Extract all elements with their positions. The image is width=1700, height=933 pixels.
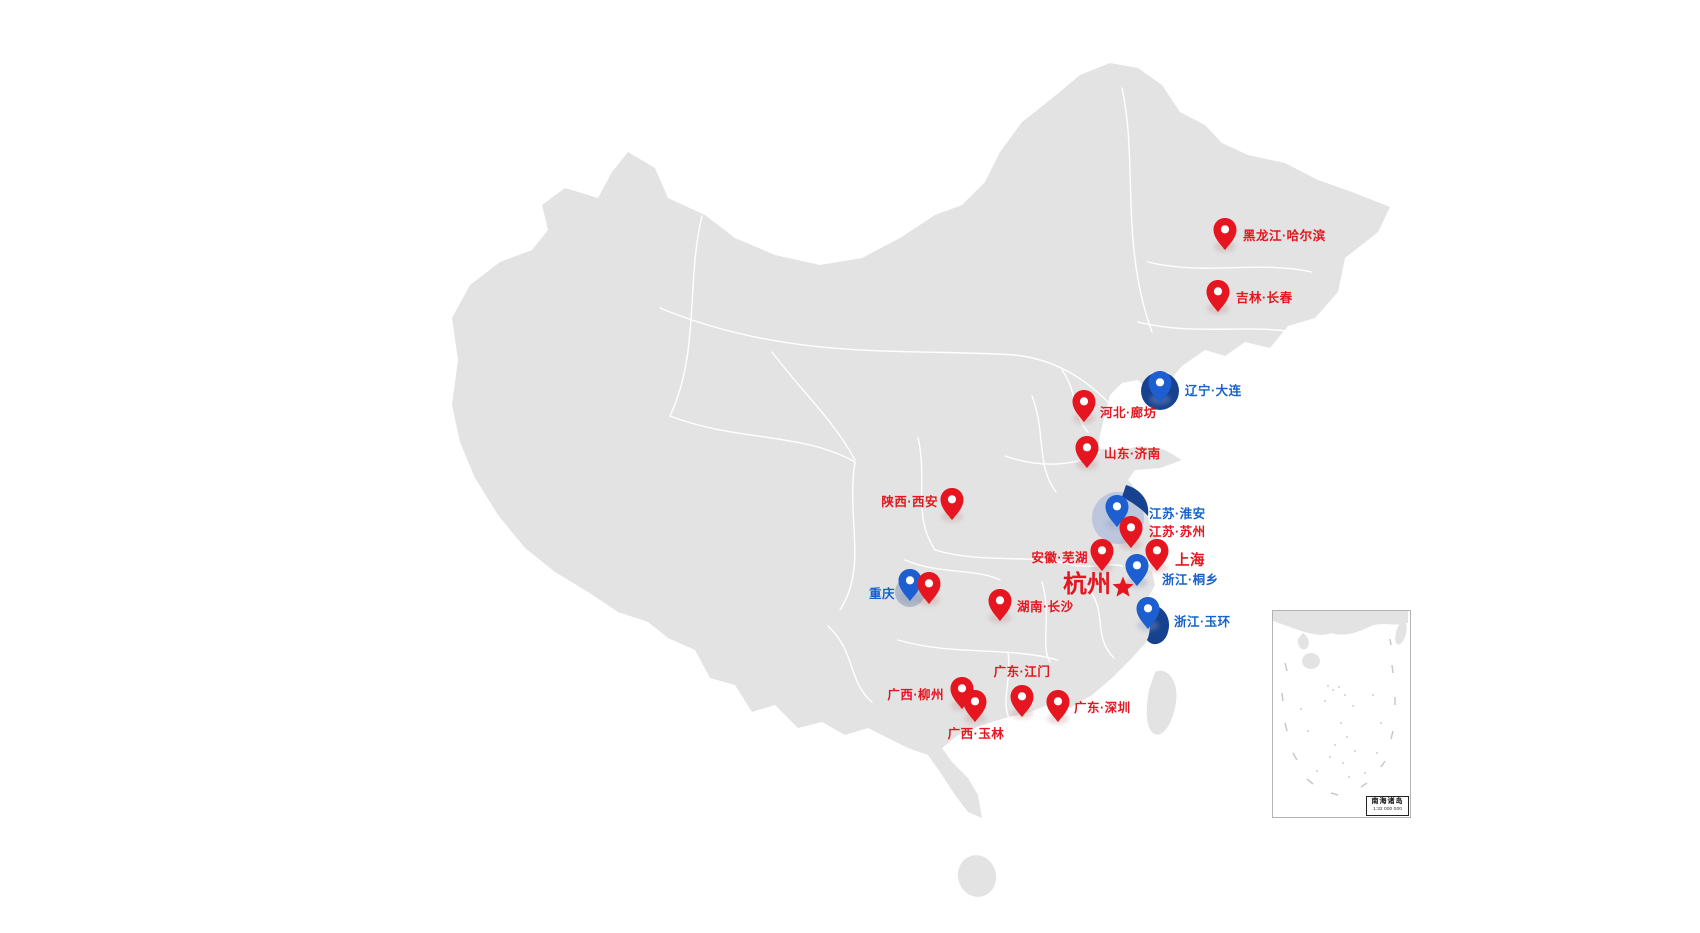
huaian-region-highlight bbox=[1122, 485, 1149, 516]
pin-label-shandong-jinan: 山东·济南 bbox=[1104, 446, 1161, 461]
inset-title: 南海诸岛 bbox=[1371, 798, 1404, 805]
pin-label-liaoning-dalian: 辽宁·大连 bbox=[1185, 383, 1242, 398]
map-pin-hunan-changsha[interactable] bbox=[988, 589, 1012, 621]
map-pin-jiangsu-suzhou[interactable] bbox=[1119, 516, 1143, 548]
map-pin-guangdong-jiangmen[interactable] bbox=[1010, 685, 1034, 717]
pin-label-heilongjiang-haerbin: 黑龙江·哈尔滨 bbox=[1243, 228, 1326, 243]
map-pin-guangdong-shenzhen[interactable] bbox=[1046, 690, 1070, 722]
pin-label-jiangsu-suzhou: 江苏·苏州 bbox=[1149, 524, 1206, 539]
south-china-sea-map bbox=[1273, 611, 1408, 796]
pin-label-guangdong-shenzhen: 广东·深圳 bbox=[1074, 700, 1131, 715]
pin-label-guangdong-jiangmen: 广东·江门 bbox=[993, 664, 1051, 679]
pin-label-shaanxi-xian: 陕西·西安 bbox=[881, 494, 938, 509]
map-pin-zhejiang-yuhuan[interactable] bbox=[1136, 597, 1160, 629]
map-pin-chongqing-2[interactable] bbox=[917, 572, 941, 604]
map-pin-hebei-langfang[interactable] bbox=[1072, 390, 1096, 422]
pin-label-hunan-changsha: 湖南·长沙 bbox=[1017, 599, 1074, 614]
taiwan-island bbox=[1146, 670, 1177, 735]
headquarters-label: 杭州 bbox=[1063, 571, 1111, 598]
province-borders bbox=[659, 87, 1313, 721]
inset-label-box: 南海诸岛 1:32 000 000 bbox=[1366, 796, 1409, 816]
map-pin-liaoning-dalian[interactable] bbox=[1148, 371, 1172, 403]
inset-hainan bbox=[1302, 653, 1320, 669]
pin-label-jilin-changchun: 吉林·长春 bbox=[1236, 290, 1293, 305]
inset-scale: 1:32 000 000 bbox=[1373, 806, 1402, 812]
pin-label-shanghai: 上海 bbox=[1175, 552, 1205, 569]
inset-coastline bbox=[1273, 611, 1408, 635]
star-icon[interactable] bbox=[1111, 575, 1135, 604]
map-pin-shanghai[interactable] bbox=[1145, 539, 1169, 571]
inset-dash-line bbox=[1281, 638, 1396, 796]
inset-islands bbox=[1300, 685, 1382, 778]
pin-label-zhejiang-tongxiang: 浙江·桐乡 bbox=[1162, 572, 1219, 587]
map-pin-chongqing[interactable] bbox=[898, 569, 922, 601]
pin-label-anhui-wuhu: 安徽·芜湖 bbox=[1031, 550, 1088, 565]
map-pin-jilin-changchun[interactable] bbox=[1206, 280, 1230, 312]
pin-label-guangxi-liuzhou: 广西·柳州 bbox=[887, 687, 944, 702]
inset-leizhou bbox=[1297, 633, 1309, 650]
inset-taiwan bbox=[1395, 621, 1407, 645]
map-pin-zhejiang-tongxiang[interactable] bbox=[1125, 554, 1149, 586]
map-pin-anhui-wuhu[interactable] bbox=[1090, 539, 1114, 571]
pin-label-hebei-langfang: 河北·廊坊 bbox=[1100, 405, 1157, 420]
pin-label-guangxi-yulin: 广西·玉林 bbox=[947, 727, 1005, 741]
pin-label-zhejiang-yuhuan: 浙江·玉环 bbox=[1174, 614, 1231, 629]
map-pin-heilongjiang-haerbin[interactable] bbox=[1213, 218, 1237, 250]
map-pin-shaanxi-xian[interactable] bbox=[940, 488, 964, 520]
map-pin-guangxi-yulin[interactable] bbox=[963, 690, 987, 722]
map-pin-jiangsu-huaian[interactable] bbox=[1105, 495, 1129, 527]
pin-label-jiangsu-huaian: 江苏·淮安 bbox=[1149, 506, 1206, 521]
pin-label-chongqing: 重庆 bbox=[868, 586, 895, 601]
map-pin-shandong-jinan[interactable] bbox=[1075, 436, 1099, 468]
south-china-sea-inset: 南海诸岛 1:32 000 000 bbox=[1272, 610, 1411, 818]
hainan-island bbox=[957, 855, 997, 897]
